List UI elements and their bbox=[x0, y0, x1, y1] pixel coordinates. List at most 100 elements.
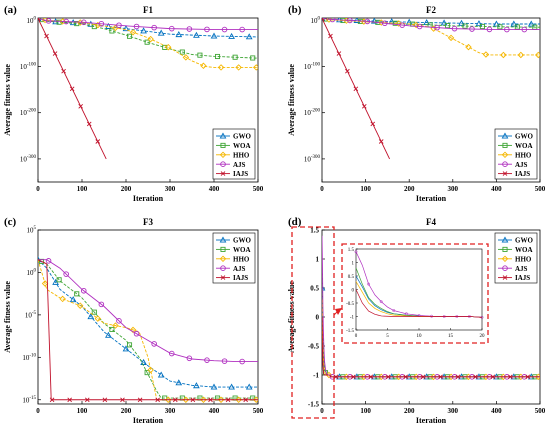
inset-series-iajs bbox=[355, 289, 483, 318]
legend-label: IAJS bbox=[233, 274, 248, 282]
data-point bbox=[225, 397, 231, 403]
data-point bbox=[59, 295, 66, 303]
legend-box bbox=[494, 232, 538, 284]
tick-base: 10 bbox=[22, 354, 30, 362]
panel-label: (b) bbox=[288, 4, 302, 16]
data-point bbox=[502, 246, 508, 252]
legend-box bbox=[212, 232, 256, 284]
data-point bbox=[490, 374, 496, 380]
data-point bbox=[109, 28, 115, 34]
data-point bbox=[126, 342, 133, 348]
data-point bbox=[501, 236, 509, 243]
data-point bbox=[502, 161, 508, 167]
data-point bbox=[250, 55, 256, 61]
data-point bbox=[98, 301, 105, 308]
legend-label: AJS bbox=[515, 265, 528, 273]
tick-exponent: -10 bbox=[29, 353, 36, 358]
data-point bbox=[63, 271, 69, 277]
data-point bbox=[41, 280, 49, 287]
series-iajs bbox=[38, 259, 258, 403]
legend-label: IAJS bbox=[515, 170, 530, 178]
data-point bbox=[497, 24, 503, 30]
panel-f1: (a) F10 100 200 300 400 500Iteration10010-1001… bbox=[3, 4, 264, 203]
series-ajs bbox=[322, 18, 540, 33]
data-point bbox=[416, 23, 423, 30]
series-group bbox=[38, 18, 258, 160]
data-point bbox=[116, 318, 122, 324]
data-point bbox=[322, 18, 325, 21]
legend-label: AJS bbox=[515, 161, 528, 169]
legend-item-ajs: AJS bbox=[498, 265, 528, 273]
data-point bbox=[165, 396, 172, 403]
data-point bbox=[80, 287, 87, 294]
data-point bbox=[221, 26, 228, 33]
data-point bbox=[329, 18, 336, 23]
data-point bbox=[172, 397, 178, 403]
x-tick-label: 400 bbox=[209, 407, 220, 415]
data-point bbox=[78, 104, 83, 109]
data-point bbox=[220, 246, 226, 252]
data-point bbox=[105, 331, 112, 338]
data-point bbox=[343, 373, 350, 381]
y-tick-label: 10-100 bbox=[304, 63, 321, 72]
x-tick-label: 100 bbox=[77, 407, 88, 415]
series-woa bbox=[38, 258, 258, 401]
data-point bbox=[336, 51, 342, 56]
data-point bbox=[378, 373, 385, 381]
y-tick-label: 10-300 bbox=[304, 155, 321, 164]
x-tick-label: 500 bbox=[535, 185, 546, 193]
tick-base: 10 bbox=[22, 396, 30, 404]
series-line bbox=[38, 259, 258, 388]
data-point bbox=[86, 121, 92, 127]
inset-x-tick-label: 5 bbox=[386, 334, 389, 339]
data-point bbox=[52, 51, 58, 56]
data-point bbox=[220, 265, 226, 271]
tick-exponent: 5 bbox=[34, 226, 37, 231]
inset-x-tick-label: 10 bbox=[417, 334, 423, 339]
data-point bbox=[133, 23, 140, 30]
tick-base: 10 bbox=[27, 227, 35, 235]
tick-exponent: -200 bbox=[27, 109, 37, 114]
data-point bbox=[204, 357, 210, 363]
data-point bbox=[151, 24, 157, 31]
y-axis-label: Average fitness value bbox=[3, 281, 12, 353]
data-point bbox=[502, 275, 508, 280]
data-point bbox=[245, 383, 253, 390]
x-tick-label: 400 bbox=[491, 185, 502, 193]
legend-label: WOA bbox=[515, 142, 533, 150]
data-point bbox=[420, 374, 426, 380]
legend-item-ajs: AJS bbox=[216, 265, 246, 273]
y-tick-label: 10-200 bbox=[304, 109, 321, 118]
y-axis-label: Average fitness value bbox=[287, 64, 296, 136]
series-hho bbox=[38, 18, 258, 71]
series-hho bbox=[38, 259, 258, 403]
data-point bbox=[517, 373, 525, 381]
series-line bbox=[38, 18, 258, 59]
data-point bbox=[144, 370, 150, 376]
data-point bbox=[220, 171, 226, 176]
data-point bbox=[347, 18, 353, 24]
x-tick-label: 400 bbox=[491, 407, 502, 415]
data-point bbox=[140, 27, 147, 34]
data-point bbox=[221, 358, 228, 364]
data-point bbox=[157, 371, 165, 378]
chart-title: F4 bbox=[426, 217, 436, 227]
data-point bbox=[144, 39, 150, 45]
data-point bbox=[193, 31, 200, 38]
legend-item-gwo: GWO bbox=[498, 132, 533, 141]
series-line bbox=[38, 18, 258, 68]
series-iajs bbox=[322, 18, 390, 160]
data-point bbox=[102, 397, 108, 403]
x-tick-label: 100 bbox=[360, 407, 371, 415]
data-point bbox=[395, 20, 402, 27]
data-point bbox=[151, 341, 157, 347]
x-tick-label: 200 bbox=[404, 407, 415, 415]
data-point bbox=[61, 68, 66, 74]
data-point bbox=[245, 33, 253, 40]
tick-base: 10 bbox=[27, 269, 35, 277]
inset-data-point bbox=[354, 250, 358, 254]
legend-item-hho: HHO bbox=[216, 151, 250, 159]
data-point bbox=[239, 26, 245, 33]
